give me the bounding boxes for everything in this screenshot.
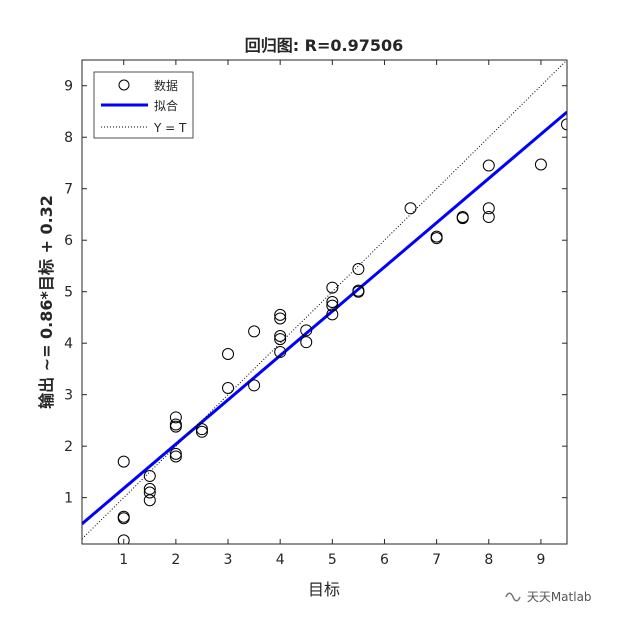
x-tick-label: 3 [224,552,233,568]
data-point [195,423,208,436]
data-point [117,510,130,523]
watermark: 天天Matlab [505,588,592,605]
data-point [326,296,339,308]
data-point [274,329,287,342]
data-point [195,425,208,438]
data-point [404,202,417,215]
y-tick-label: 2 [64,439,73,455]
data-point [117,534,130,544]
x-tick-label: 4 [276,552,285,568]
data-point [143,470,156,483]
y-tick-label: 4 [64,336,73,352]
data-point [222,348,235,361]
legend-entry-identity: Y = T [101,121,187,135]
wechat-channel-icon [505,592,521,602]
data-point [274,312,287,325]
data-point [274,345,287,358]
data-point [561,118,567,131]
y-tick-label: 3 [64,388,73,404]
x-tick-label: 9 [536,552,545,568]
y-tick-label: 6 [64,233,73,249]
data-point [274,333,287,346]
plot-background [82,60,567,544]
data-point [169,411,182,424]
legend: 数据 拟合 Y = T [93,71,194,139]
y-tick-label: 8 [64,130,73,146]
x-tick-label: 2 [171,552,180,568]
x-tick-label: 6 [380,552,389,568]
data-point [169,447,182,460]
data-point [169,418,182,431]
legend-label-data: 数据 [154,78,178,93]
legend-label-identity: Y = T [153,121,187,135]
data-point [482,202,495,215]
y-tick-label: 9 [64,79,73,95]
data-point [326,299,339,312]
x-axis-label: 目标 [308,580,340,599]
data-point [300,324,313,337]
data-point [248,325,261,338]
y-axis-label: 输出 ~= 0.86*目标 + 0.32 [37,195,56,409]
chart-title: 回归图: R=0.97506 [245,36,404,55]
data-point [482,159,495,172]
data-point [326,308,339,321]
identity-line [82,60,567,540]
data-point [169,450,182,463]
x-tick-label: 1 [119,552,128,568]
legend-label-fit: 拟合 [154,98,178,113]
x-tick-label: 7 [432,552,441,568]
plot-area: 1 2 3 4 5 6 7 8 9 1 2 3 4 5 6 7 8 9 [64,59,568,568]
data-point [352,284,365,297]
y-tick-label: 1 [64,491,73,507]
y-tick-label: 7 [64,182,73,198]
data-point [482,211,495,224]
legend-entry-fit: 拟合 [101,98,178,113]
watermark-text: 天天Matlab [526,590,592,604]
data-point [534,158,547,171]
data-point [326,281,339,294]
x-tick-label: 8 [484,552,493,568]
data-point [248,379,261,392]
data-point [430,230,443,243]
data-point [352,263,365,276]
y-tick-label: 5 [64,285,73,301]
data-point [274,308,287,321]
x-tick-label: 5 [328,552,337,568]
legend-marker-circle-icon [118,79,130,91]
data-point [117,455,130,468]
data-point [300,336,313,349]
legend-entry-data: 数据 [118,78,178,93]
plot-frame [81,59,568,545]
data-point [143,482,156,495]
fit-line [82,110,567,525]
data-point [456,211,469,224]
data-point [143,486,156,499]
data-point [222,381,235,394]
